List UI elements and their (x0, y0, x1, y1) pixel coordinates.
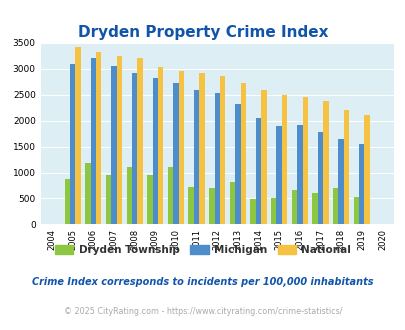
Bar (338, 139, 343, 224)
Bar (296, 125, 302, 224)
Bar (126, 167, 132, 224)
Bar (158, 67, 163, 224)
Bar (271, 198, 276, 224)
Bar (90, 58, 96, 224)
Bar (255, 118, 260, 224)
Bar (332, 188, 338, 224)
Bar (234, 104, 240, 224)
Bar (85, 163, 90, 224)
Bar (111, 66, 116, 224)
Bar (70, 64, 75, 224)
Bar (291, 190, 296, 224)
Bar (188, 186, 194, 224)
Bar (322, 101, 328, 224)
Bar (281, 95, 286, 224)
Bar (173, 83, 178, 224)
Bar (75, 47, 81, 224)
Bar (229, 182, 234, 224)
Bar (96, 52, 101, 224)
Bar (364, 115, 369, 224)
Bar (214, 93, 220, 224)
Bar (147, 175, 152, 224)
Bar (353, 197, 358, 224)
Bar (312, 193, 317, 224)
Bar (250, 199, 255, 224)
Bar (137, 58, 142, 224)
Bar (116, 56, 121, 224)
Bar (199, 74, 204, 224)
Bar (358, 144, 364, 224)
Bar (209, 188, 214, 224)
Bar (302, 97, 307, 224)
Bar (240, 83, 245, 224)
Bar (167, 167, 173, 224)
Legend: Dryden Township, Michigan, National: Dryden Township, Michigan, National (50, 241, 355, 259)
Text: Dryden Property Crime Index: Dryden Property Crime Index (78, 25, 327, 41)
Bar (276, 126, 281, 224)
Bar (178, 71, 183, 224)
Bar (132, 73, 137, 224)
Bar (260, 90, 266, 224)
Bar (317, 132, 322, 224)
Bar (152, 78, 158, 224)
Text: © 2025 CityRating.com - https://www.cityrating.com/crime-statistics/: © 2025 CityRating.com - https://www.city… (64, 307, 341, 316)
Bar (64, 179, 70, 224)
Text: Crime Index corresponds to incidents per 100,000 inhabitants: Crime Index corresponds to incidents per… (32, 277, 373, 287)
Bar (220, 76, 225, 224)
Bar (343, 110, 348, 224)
Bar (194, 89, 199, 224)
Bar (106, 175, 111, 224)
